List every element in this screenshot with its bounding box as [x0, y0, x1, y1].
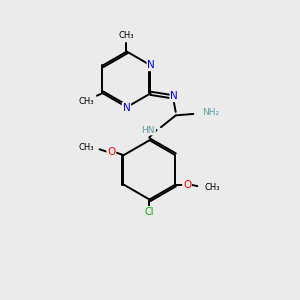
Text: CH₃: CH₃ — [119, 31, 134, 40]
Text: CH₃: CH₃ — [205, 183, 220, 192]
Text: N: N — [123, 103, 130, 113]
Text: O: O — [183, 180, 191, 190]
Text: CH₃: CH₃ — [78, 143, 94, 152]
Text: NH₂: NH₂ — [202, 108, 219, 117]
Text: N: N — [147, 60, 155, 70]
Text: CH₃: CH₃ — [79, 97, 94, 106]
Text: O: O — [107, 147, 116, 157]
Text: N: N — [170, 91, 178, 101]
Text: HN: HN — [142, 126, 155, 135]
Text: Cl: Cl — [144, 207, 154, 217]
